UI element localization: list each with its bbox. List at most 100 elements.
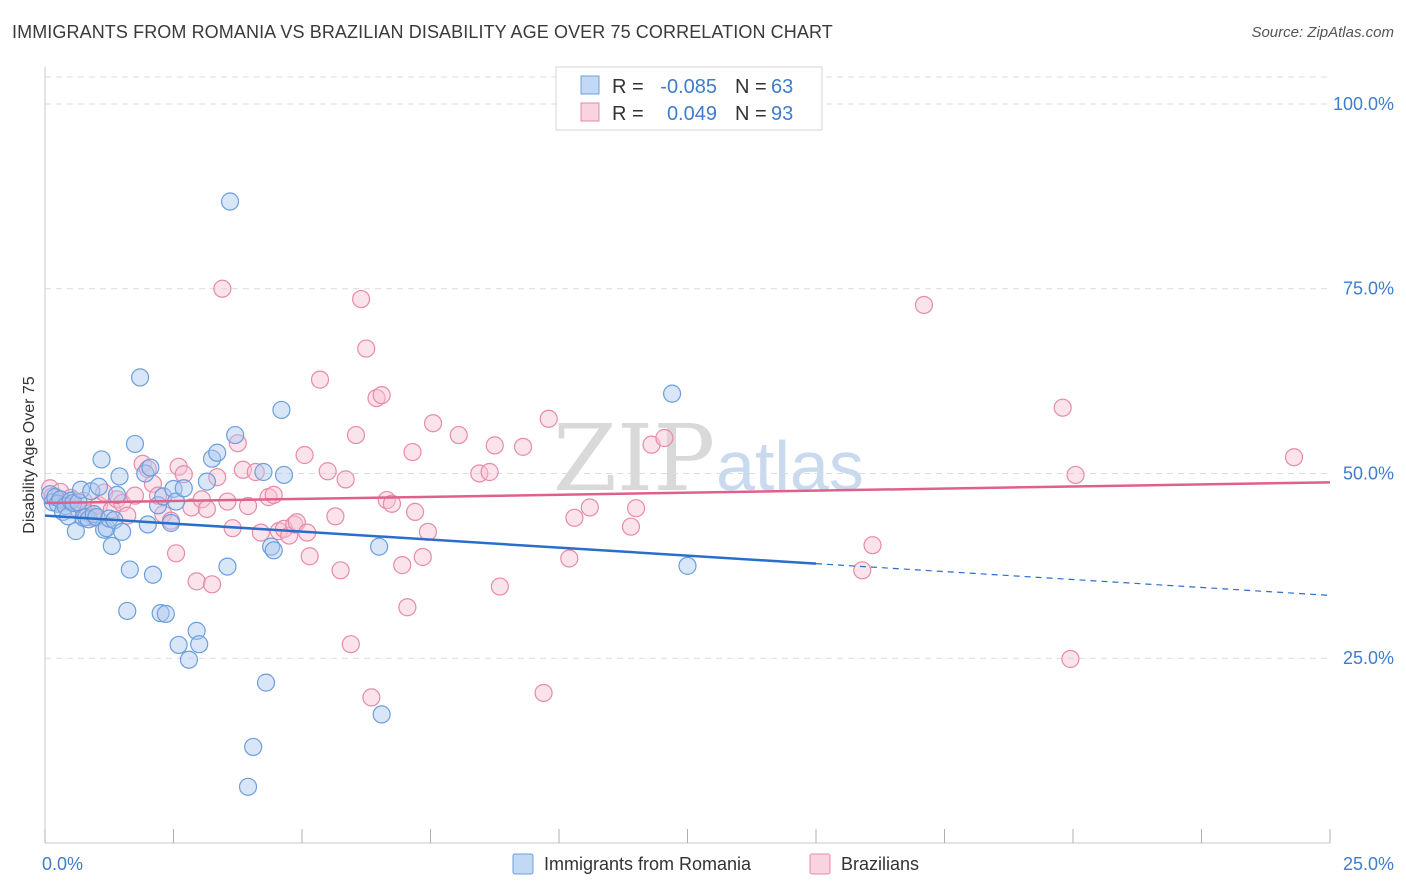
chart-title: IMMIGRANTS FROM ROMANIA VS BRAZILIAN DIS…	[12, 22, 833, 42]
romania-point-64	[372, 705, 391, 724]
watermark-zip: ZIP	[553, 405, 715, 512]
brazilians-point-88	[1053, 398, 1072, 417]
stats-legend: R = -0.085 N = 63 R = 0.049 N = 93	[555, 66, 823, 131]
romania-point-56	[244, 737, 263, 757]
brazilians-point-47	[295, 445, 314, 465]
brazilians-point-53	[336, 470, 355, 489]
x-tick-label-max: 25.0%	[1343, 854, 1394, 874]
romania-point-52	[218, 557, 237, 576]
x-tick-label-min: 0.0%	[42, 854, 83, 874]
romania-point-55	[238, 777, 258, 796]
brazilians-point-48	[300, 547, 319, 566]
romania-point-26	[107, 485, 127, 505]
brazilians-point-63	[393, 556, 412, 575]
brazilians-point-29	[197, 499, 217, 519]
romania-point-29	[118, 601, 137, 621]
brazilians-point-77	[539, 409, 558, 428]
romania-point-53	[220, 192, 240, 211]
brazilians-point-51	[326, 507, 345, 526]
brazilians-point-50	[318, 462, 337, 481]
brazilians-point-64	[398, 598, 417, 617]
romania-point-33	[136, 464, 155, 483]
y-axis-title: Disability Age Over 75	[21, 376, 38, 534]
romania-point-36	[143, 565, 163, 584]
brazilians-point-76	[534, 683, 553, 703]
romania-point-54	[226, 425, 245, 445]
brazilians-point-20	[148, 486, 168, 505]
legend-r-label-romania: R =	[612, 76, 644, 98]
trend-line-brazilians	[44, 481, 1331, 505]
brazilians-point-78	[560, 549, 579, 568]
source-credit: Source: ZipAtlas.com	[1251, 24, 1394, 41]
brazilians-point-33	[218, 492, 237, 511]
brazilians-point-58	[362, 688, 381, 707]
romania-point-35	[141, 458, 160, 477]
brazilians-point-73	[485, 436, 504, 455]
bottom-legend-label-brazilians: Brazilians	[841, 854, 919, 874]
brazilians-point-49	[310, 370, 330, 389]
brazilians-point-57	[357, 339, 376, 358]
romania-point-61	[272, 400, 291, 420]
romania-point-58	[256, 673, 276, 692]
legend-r-value-brazilians: 0.049	[667, 103, 717, 125]
romania-point-48	[190, 635, 209, 654]
brazilians-point-80	[580, 498, 599, 517]
brazilians-point-56	[352, 289, 371, 309]
brazilians-point-38	[246, 462, 265, 482]
legend-swatch-brazilians	[580, 102, 600, 122]
romania-point-66	[678, 556, 697, 575]
brazilians-point-65	[403, 442, 422, 462]
romania-point-57	[254, 462, 273, 482]
brazilians-point-52	[331, 561, 350, 580]
brazilians-point-27	[187, 572, 206, 591]
brazilians-point-37	[238, 496, 258, 516]
romania-point-46	[179, 650, 199, 669]
watermark-atlas: atlas	[716, 427, 864, 505]
brazilians-point-70	[449, 425, 468, 445]
romania-point-34	[138, 515, 157, 534]
bottom-legend: Immigrants from Romania Brazilians	[512, 853, 919, 875]
brazilians-point-69	[423, 414, 443, 433]
bottom-legend-swatch-romania	[512, 853, 534, 875]
romania-point-40	[156, 604, 175, 623]
romania-point-65	[662, 384, 682, 403]
legend-r-label-brazilians: R =	[612, 103, 644, 125]
y-tick-labels: 25.0% 50.0% 75.0% 100.0%	[1333, 94, 1394, 668]
romania-point-30	[120, 560, 139, 579]
legend-swatch-romania	[580, 75, 600, 95]
romania-point-19	[89, 477, 109, 496]
romania-point-20	[92, 450, 111, 469]
stats-legend-box	[555, 66, 823, 131]
brazilians-point-31	[208, 468, 227, 487]
legend-n-label-brazilians: N =	[735, 103, 767, 125]
romania-point-50	[202, 449, 222, 468]
romania-point-31	[125, 434, 145, 454]
brazilians-point-82	[626, 499, 646, 518]
brazilians-point-55	[346, 425, 366, 445]
legend-r-value-romania: -0.085	[660, 76, 717, 98]
brazilians-point-72	[480, 462, 499, 482]
legend-n-label-romania: N =	[735, 76, 767, 98]
romania-point-63	[370, 537, 389, 556]
brazilians-point-84	[655, 428, 674, 448]
brazilians-point-32	[213, 279, 232, 298]
series-brazilians	[41, 279, 1304, 707]
brazilians-point-86	[863, 536, 882, 555]
brazilians-point-39	[251, 523, 270, 542]
y-tick-label-100: 100.0%	[1333, 94, 1394, 114]
romania-point-60	[264, 541, 283, 560]
legend-n-value-romania: 63	[771, 76, 793, 98]
bottom-legend-swatch-brazilians	[809, 853, 831, 875]
brazilians-point-79	[565, 508, 584, 527]
bottom-legend-label-romania: Immigrants from Romania	[544, 854, 752, 874]
brazilians-point-25	[174, 465, 193, 484]
romania-point-44	[169, 635, 188, 655]
trend-lines	[44, 481, 1331, 597]
romania-point-27	[110, 467, 129, 486]
brazilians-point-66	[405, 502, 425, 522]
romania-point-51	[208, 443, 227, 462]
brazilians-point-85	[853, 561, 872, 580]
trend-line-romania	[44, 514, 817, 565]
romania-point-8	[61, 491, 80, 510]
brazilians-point-60	[372, 386, 391, 405]
